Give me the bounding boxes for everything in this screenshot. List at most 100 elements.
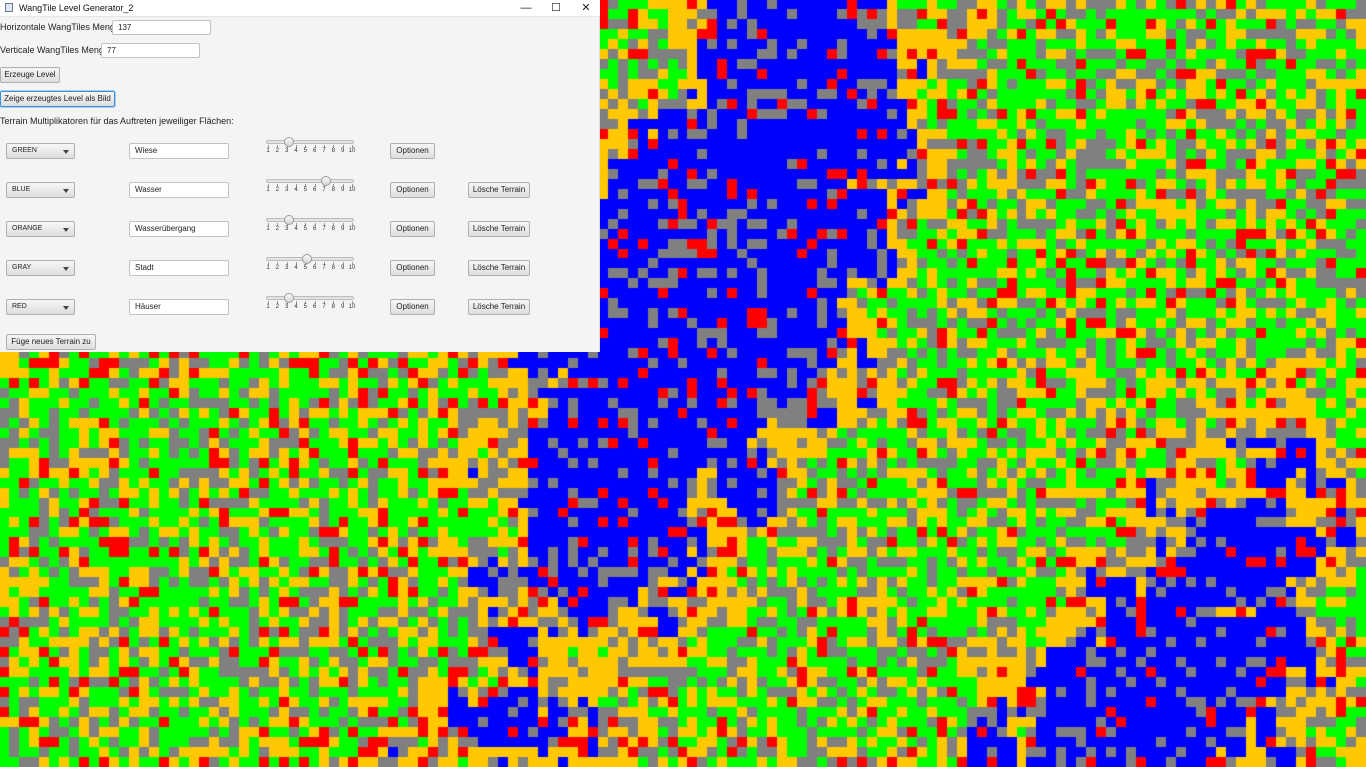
terrain-multiplier-slider[interactable]: 1 2 3 4 5 6 7 8 9 10	[266, 254, 355, 274]
slider-thumb[interactable]	[283, 215, 294, 225]
slider-tick	[296, 145, 297, 148]
terrain-color-select[interactable]: BLUE	[6, 182, 75, 198]
slider-tick	[333, 301, 335, 304]
close-icon[interactable]: ✕	[581, 2, 591, 14]
terrain-color-select[interactable]: GRAY	[6, 260, 75, 276]
terrain-name-field[interactable]: Stadt	[129, 260, 229, 276]
slider-tick-label: 9	[340, 304, 345, 310]
terrain-multiplier-heading: Terrain Multiplikatoren für das Auftrete…	[0, 116, 234, 126]
slider-tick	[268, 262, 269, 265]
app-icon	[5, 3, 13, 12]
slider-tick-label: 7	[322, 304, 326, 310]
slider-tick	[268, 145, 269, 148]
terrain-name-field[interactable]: Wiese	[129, 143, 229, 159]
slider-tick-label: 2	[275, 148, 279, 154]
terrain-options-button[interactable]: Optionen	[390, 221, 435, 237]
terrain-name-field[interactable]: Häuser	[129, 299, 229, 315]
vertical-count-field[interactable]: 77	[101, 43, 200, 58]
delete-terrain-button[interactable]: Lösche Terrain	[468, 260, 530, 276]
chevron-down-icon	[63, 306, 69, 310]
slider-tick	[296, 262, 297, 265]
slider-tick	[324, 262, 325, 265]
slider-tick	[324, 301, 325, 304]
slider-tick	[277, 301, 279, 304]
slider-tick	[296, 301, 297, 304]
terrain-multiplier-slider[interactable]: 1 2 3 4 5 6 7 8 9 10	[266, 137, 356, 157]
terrain-options-button[interactable]: Optionen	[390, 182, 435, 198]
slider-tick-label: 2	[275, 304, 279, 310]
slider-tick	[333, 184, 335, 187]
terrain-multiplier-slider[interactable]: 1 2 3 4 5 6 7 8 9 10	[266, 293, 356, 313]
horizontal-count-field[interactable]: 137	[112, 20, 211, 35]
slider-tick	[333, 262, 335, 265]
generate-level-button[interactable]: Erzeuge Level	[0, 67, 60, 83]
slider-tick	[314, 184, 316, 187]
delete-terrain-button[interactable]: Lösche Terrain	[468, 299, 530, 315]
terrain-row: RED Häuser 1 2 3 4 5 6 7 8 9 10 Optionen Lösche Terra…	[0, 293, 600, 319]
slider-tick-label: 8	[331, 265, 335, 271]
maximize-icon[interactable]: ☐	[551, 2, 561, 14]
terrain-multiplier-slider[interactable]: 1 2 3 4 5 6 7 8 9 10	[266, 176, 356, 196]
slider-tick-label: 10	[348, 304, 356, 310]
terrain-name-field[interactable]: Wasserübergang	[129, 221, 229, 237]
slider-tick	[277, 145, 279, 148]
slider-thumb[interactable]	[283, 293, 294, 303]
slider-tick-label: 2	[275, 265, 279, 271]
terrain-color-select[interactable]: RED	[6, 299, 75, 315]
slider-track[interactable]	[266, 140, 354, 144]
terrain-multiplier-slider[interactable]: 1 2 3 4 5 6 7 8 9 10	[266, 215, 355, 235]
slider-tick-label: 6	[312, 226, 317, 232]
slider-tick-label: 1	[266, 265, 270, 271]
delete-terrain-button[interactable]: Lösche Terrain	[468, 182, 530, 198]
slider-tick-label: 7	[322, 187, 326, 193]
show-level-image-button[interactable]: Zeige erzeugtes Level als Bild	[0, 91, 115, 107]
slider-tick-label: 3	[284, 148, 289, 154]
slider-tick-label: 9	[340, 187, 345, 193]
slider-tick	[324, 223, 325, 226]
slider-track[interactable]	[266, 179, 354, 183]
title-bar: WangTile Level Generator_2 — ☐ ✕	[0, 0, 600, 17]
slider-tick	[305, 301, 307, 304]
add-terrain-button[interactable]: Füge neues Terrain zu	[6, 334, 96, 350]
slider-tick-label: 4	[294, 226, 298, 232]
slider-tick-labels: 1 2 3 4 5 6 7 8 9 10	[266, 148, 356, 156]
terrain-options-button[interactable]: Optionen	[390, 299, 435, 315]
slider-tick	[324, 145, 325, 148]
slider-thumb[interactable]	[321, 176, 331, 186]
slider-tick-label: 6	[312, 304, 317, 310]
slider-tick	[333, 145, 335, 148]
slider-tick-label: 5	[303, 304, 307, 310]
slider-tick-label: 4	[294, 265, 298, 271]
slider-tick-label: 10	[348, 148, 356, 154]
slider-tick-label: 7	[322, 226, 326, 232]
slider-thumb[interactable]	[302, 254, 313, 264]
terrain-options-button[interactable]: Optionen	[390, 143, 435, 159]
slider-tick-label: 5	[303, 187, 307, 193]
slider-tick-label: 1	[266, 226, 270, 232]
slider-tick	[296, 223, 297, 226]
slider-tick-label: 9	[340, 265, 345, 271]
slider-tick-labels: 1 2 3 4 5 6 7 8 9 10	[266, 265, 355, 273]
delete-terrain-button[interactable]: Lösche Terrain	[468, 221, 530, 237]
slider-track[interactable]	[266, 296, 354, 300]
slider-tick-labels: 1 2 3 4 5 6 7 8 9 10	[266, 304, 356, 312]
terrain-color-value: ORANGE	[12, 225, 43, 232]
slider-tick-label: 3	[284, 304, 289, 310]
slider-tick-label: 8	[331, 187, 335, 193]
slider-tick-label: 2	[275, 187, 279, 193]
slider-tick-label: 6	[312, 148, 317, 154]
terrain-color-select[interactable]: GREEN	[6, 143, 75, 159]
slider-track[interactable]	[266, 218, 354, 222]
terrain-color-select[interactable]: ORANGE	[6, 221, 75, 237]
terrain-name-field[interactable]: Wasser	[129, 182, 229, 198]
slider-tick	[342, 184, 344, 187]
slider-tick	[286, 184, 288, 187]
terrain-options-button[interactable]: Optionen	[390, 260, 435, 276]
slider-tick-label: 4	[294, 187, 298, 193]
slider-thumb[interactable]	[283, 137, 294, 147]
slider-tick-label: 10	[348, 187, 356, 193]
slider-tick	[333, 223, 335, 226]
slider-tick-label: 1	[266, 304, 270, 310]
minimize-icon[interactable]: —	[520, 2, 532, 14]
slider-tick-label: 3	[284, 265, 289, 271]
